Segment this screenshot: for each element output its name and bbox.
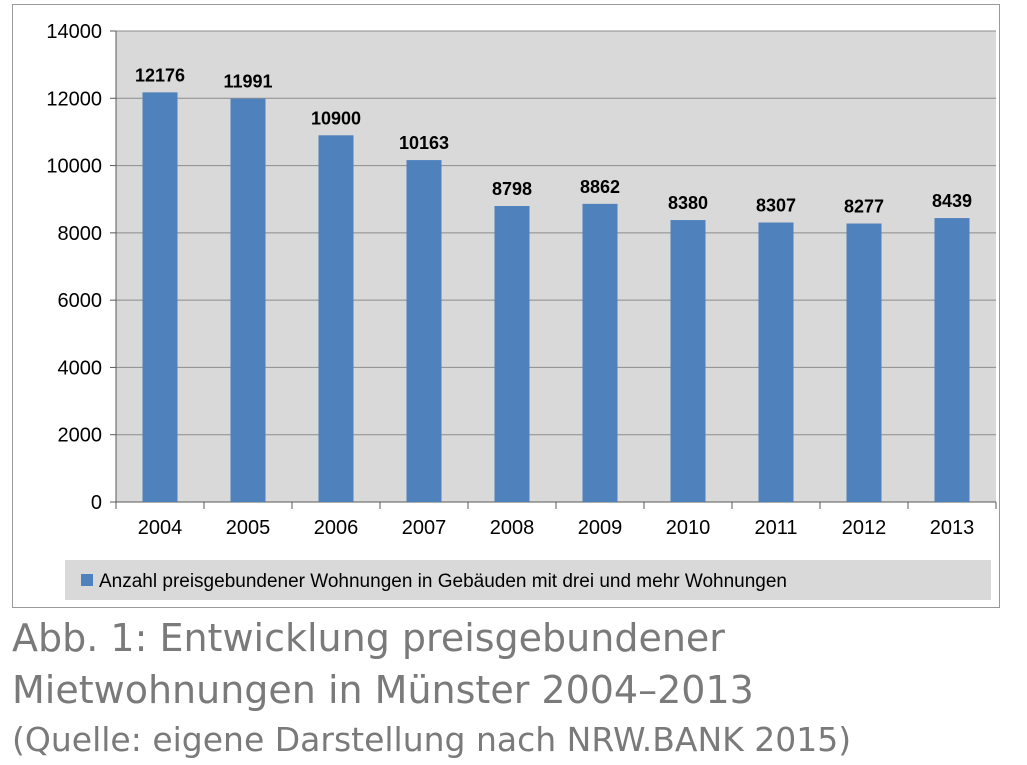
legend-label: Anzahl preisgebundener Wohnungen in Gebä… [99,571,787,592]
bar [846,223,882,502]
y-tick-label: 10000 [46,156,102,178]
data-label: 10900 [311,108,361,128]
y-tick-label: 2000 [58,425,103,447]
y-tick-label: 14000 [46,21,102,43]
data-label: 8439 [932,191,972,211]
data-label: 8798 [492,179,532,199]
bar [582,203,618,502]
data-label: 8277 [844,197,884,217]
figure-caption-source: (Quelle: eigene Darstellung nach NRW.BAN… [12,720,852,759]
y-tick-label: 4000 [58,357,103,379]
x-tick-label: 2011 [754,517,797,539]
x-tick-label: 2013 [930,517,975,539]
data-label: 8307 [756,196,796,216]
y-tick-label: 12000 [46,88,102,110]
x-tick-label: 2007 [402,517,447,539]
bar-chart: 0 2000 4000 6000 8000 10000 12000 14000 12176 200… [46,21,997,600]
bar [758,222,794,502]
x-tick-label: 2012 [842,517,887,539]
chart-frame: 0 2000 4000 6000 8000 10000 12000 14000 12176 200… [12,4,1000,608]
legend-swatch [81,574,93,586]
y-tick-label: 0 [91,492,102,514]
data-label: 11991 [223,72,272,92]
x-tick-label: 2008 [490,517,535,539]
data-label: 12176 [135,65,185,85]
data-label: 8380 [668,193,708,213]
bar [670,220,706,502]
y-tick-label: 6000 [58,290,103,312]
bar [142,92,178,503]
bar [494,206,530,503]
figure-caption-title-line1: Abb. 1: Entwicklung preisgebundener [12,616,725,660]
data-label: 10163 [399,133,449,153]
y-tick-label: 8000 [58,223,103,245]
x-tick-label: 2006 [314,517,359,539]
bar [230,98,266,502]
x-tick-label: 2004 [138,517,183,539]
bar [318,135,354,503]
bar [406,160,442,502]
legend-box [65,560,991,600]
x-tick-label: 2009 [578,517,623,539]
x-tick-label: 2010 [666,517,711,539]
figure-caption-title-line2: Mietwohnungen in Münster 2004–2013 [12,668,754,712]
x-tick-label: 2005 [226,517,271,539]
bar [934,218,970,502]
data-label: 8862 [580,177,620,197]
